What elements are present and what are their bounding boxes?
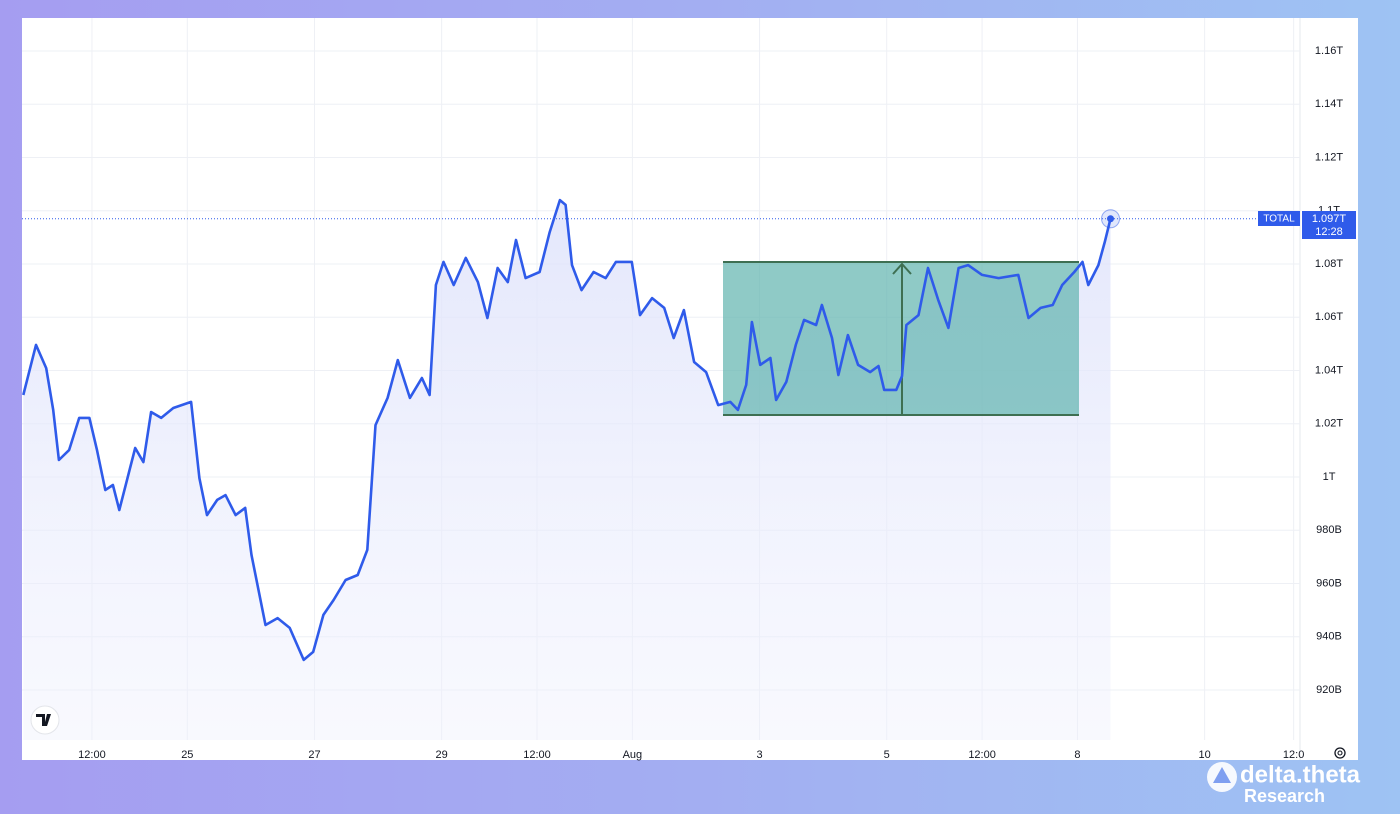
x-tick-label: 8 xyxy=(1074,749,1080,761)
y-tick-label: 1.12T xyxy=(1315,151,1343,163)
price-tag: TOTAL 1.097T 12:28 xyxy=(1258,211,1356,239)
gear-hub xyxy=(1337,750,1343,756)
y-tick-label: 1.16T xyxy=(1315,45,1343,57)
x-tick-label: 10 xyxy=(1199,749,1211,761)
x-tick-label: 25 xyxy=(181,749,193,761)
y-tick-label: 1.04T xyxy=(1315,364,1343,376)
x-tick-label: 12:00 xyxy=(78,749,106,761)
range-annotation xyxy=(723,261,1079,416)
line xyxy=(22,198,1112,662)
y-tick-label: 1.14T xyxy=(1315,98,1343,110)
x-tick-label: Aug xyxy=(623,749,643,761)
area xyxy=(23,200,1111,741)
tv-logo xyxy=(30,705,60,735)
price-tag-box xyxy=(1302,211,1356,239)
series-tag-box xyxy=(1258,211,1300,226)
x-tick-label: 12:00 xyxy=(523,749,551,761)
price-time: 12:28 xyxy=(1315,226,1343,238)
gear[interactable] xyxy=(1334,747,1346,759)
x-tick-label: 27 xyxy=(308,749,320,761)
watermark: delta.theta Research xyxy=(1207,761,1361,806)
y-tick-label: 1T xyxy=(1323,471,1336,483)
x-tick-label: 12:00 xyxy=(968,749,996,761)
logo-mark xyxy=(36,714,51,726)
y-tick-label: 1.08T xyxy=(1315,258,1343,270)
watermark-icon-mark xyxy=(1213,767,1231,783)
line-layer xyxy=(22,198,1121,662)
series-tag: TOTAL xyxy=(1263,214,1295,225)
x-tick-label: 5 xyxy=(884,749,890,761)
last-point xyxy=(1107,215,1115,223)
x-tick-label: 12:0 xyxy=(1283,749,1304,761)
x-tick-label: 3 xyxy=(756,749,762,761)
settings-icon[interactable] xyxy=(1334,747,1346,759)
range-arrow-head xyxy=(892,262,912,275)
watermark-sub: Research xyxy=(1244,786,1325,806)
watermark-brand: delta.theta xyxy=(1240,761,1361,788)
y-tick-label: 940B xyxy=(1316,631,1342,643)
y-tick-label: 1.06T xyxy=(1315,311,1343,323)
plot xyxy=(22,200,1300,741)
y-tick-label: 1.02T xyxy=(1315,418,1343,430)
y-tick-label: 960B xyxy=(1316,577,1342,589)
x-tick-label: 29 xyxy=(436,749,448,761)
price-value: 1.097T xyxy=(1312,213,1347,225)
y-tick-label: 920B xyxy=(1316,684,1342,696)
y-tick-label: 980B xyxy=(1316,524,1342,536)
